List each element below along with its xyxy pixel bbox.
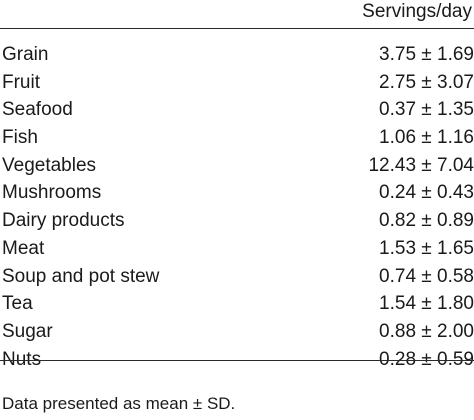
table-footnote: Data presented as mean ± SD.: [2, 394, 236, 413]
header-divider: [0, 28, 474, 29]
row-value: 0.88 ± 2.00: [379, 320, 474, 342]
row-value: 0.37 ± 1.35: [379, 99, 474, 121]
table-row: Sugar 0.88 ± 2.00: [0, 318, 474, 346]
row-label: Nuts: [2, 348, 42, 370]
table-bottom-rule: [0, 360, 474, 361]
table-row: Meat 1.53 ± 1.65: [0, 235, 474, 263]
row-value: 3.75 ± 1.69: [379, 44, 474, 65]
column-header-servings: Servings/day: [362, 1, 472, 22]
row-label: Tea: [2, 293, 33, 315]
table-row: Grain 3.75 ± 1.69: [0, 41, 474, 69]
table-row: Nuts 0.28 ± 0.59: [0, 346, 474, 374]
table-row: Mushrooms 0.24 ± 0.43: [0, 179, 474, 207]
row-label: Sugar: [2, 320, 53, 342]
row-value: 0.28 ± 0.59: [379, 348, 474, 370]
table-row: Soup and pot stew 0.74 ± 0.58: [0, 263, 474, 291]
table-header: Servings/day: [0, 0, 474, 28]
table-row: Tea 1.54 ± 1.80: [0, 290, 474, 318]
row-value: 0.82 ± 0.89: [379, 210, 474, 232]
row-value: 0.24 ± 0.43: [379, 182, 474, 204]
table-row: Seafood 0.37 ± 1.35: [0, 96, 474, 124]
table-row: Vegetables 12.43 ± 7.04: [0, 152, 474, 180]
row-label: Fish: [2, 127, 38, 149]
row-label: Seafood: [2, 99, 73, 121]
servings-table: Servings/day Grain 3.75 ± 1.69 Fruit 2.7…: [0, 0, 474, 370]
table-body: Grain 3.75 ± 1.69 Fruit 2.75 ± 3.07 Seaf…: [0, 41, 474, 373]
table-row: Fruit 2.75 ± 3.07: [0, 69, 474, 97]
row-label: Fruit: [2, 71, 40, 93]
row-label: Mushrooms: [2, 182, 102, 204]
row-value: 1.06 ± 1.16: [379, 127, 474, 149]
row-value: 1.54 ± 1.80: [379, 293, 474, 315]
row-label: Vegetables: [2, 154, 97, 176]
row-label: Grain: [2, 44, 49, 65]
row-label: Soup and pot stew: [2, 265, 160, 287]
table-row: Fish 1.06 ± 1.16: [0, 124, 474, 152]
row-value: 12.43 ± 7.04: [368, 154, 474, 176]
row-label: Dairy products: [2, 210, 125, 232]
row-value: 2.75 ± 3.07: [379, 71, 474, 93]
row-label: Meat: [2, 237, 45, 259]
row-value: 0.74 ± 0.58: [379, 265, 474, 287]
table-row: Dairy products 0.82 ± 0.89: [0, 207, 474, 235]
row-value: 1.53 ± 1.65: [379, 237, 474, 259]
